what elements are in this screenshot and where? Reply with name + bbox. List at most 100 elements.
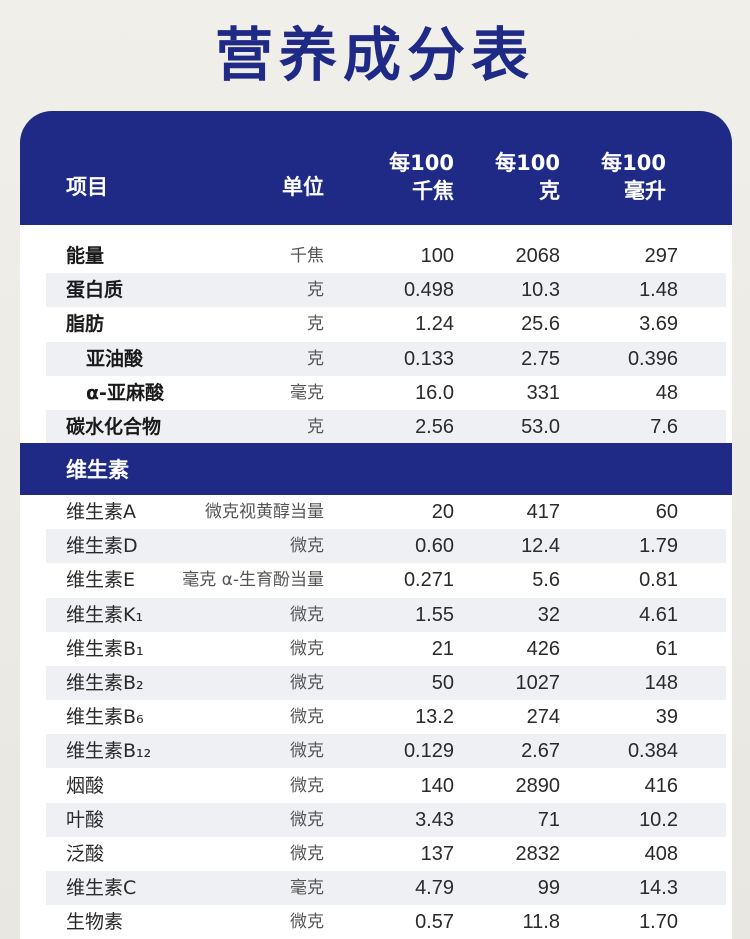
nutrient-name: 维生素C	[66, 877, 137, 900]
nutrient-name: 维生素D	[66, 535, 138, 558]
table-row: 蛋白质 克 0.498 10.3 1.48	[46, 273, 726, 308]
value-per-100g: 32	[537, 603, 560, 626]
value-per-100ml: 297	[644, 245, 678, 267]
value-per-100ml: 0.384	[627, 740, 678, 763]
header-per-100kj: 每100 千焦	[389, 151, 454, 203]
unit-cell: 微克	[290, 844, 324, 864]
value-per-100kj: 0.498	[403, 279, 454, 302]
header-item: 项目	[66, 175, 108, 199]
nutrient-name: 维生素B₆	[66, 706, 144, 729]
value-per-100g: 25.6	[521, 313, 560, 336]
value-per-100kj: 1.24	[415, 313, 454, 336]
nutrient-name: 烟酸	[66, 774, 105, 797]
value-per-100ml: 60	[655, 501, 678, 523]
value-per-100g: 2068	[515, 245, 561, 267]
value-per-100kj: 0.129	[403, 740, 454, 763]
nutrient-name: 叶酸	[66, 808, 105, 831]
value-per-100ml: 3.69	[639, 313, 678, 336]
unit-cell: 微克	[290, 912, 324, 933]
value-per-100kj: 1.55	[415, 603, 454, 626]
value-per-100ml: 4.61	[639, 603, 678, 626]
value-per-100kj: 2.56	[415, 416, 454, 438]
table-row: 生物素 微克 0.57 11.8 1.70	[46, 905, 726, 939]
header-per-100ml: 每100 毫升	[601, 151, 666, 203]
nutrition-table-card: 项目 单位 每100 千焦 每100 克 每100 毫升 能量 千焦 100 2068…	[20, 111, 732, 939]
value-per-100ml: 1.70	[639, 911, 678, 934]
section-title: 维生素	[66, 458, 129, 482]
value-per-100ml: 0.396	[627, 347, 678, 370]
unit-cell: 微克视黄醇当量	[205, 502, 324, 522]
unit-cell: 微克	[290, 673, 324, 693]
nutrient-name: 能量	[66, 245, 105, 267]
table-header: 项目 单位 每100 千焦 每100 克 每100 毫升	[20, 111, 732, 225]
table-row: α-亚麻酸 毫克 16.0 331 48	[46, 376, 726, 410]
table-row: 维生素B₁₂ 微克 0.129 2.67 0.384	[46, 734, 726, 769]
value-per-100ml: 408	[644, 843, 678, 865]
table-row: 泛酸 微克 137 2832 408	[46, 837, 726, 871]
value-per-100ml: 7.6	[650, 416, 678, 438]
unit-cell: 毫克	[290, 878, 324, 899]
nutrient-name: 维生素E	[66, 569, 136, 592]
value-per-100g: 1027	[515, 672, 561, 694]
nutrient-name: 蛋白质	[66, 279, 124, 302]
value-per-100ml: 0.81	[639, 569, 678, 592]
unit-cell: 微克	[290, 741, 324, 762]
value-per-100ml: 10.2	[639, 808, 678, 831]
nutrient-name: 碳水化合物	[66, 416, 162, 438]
table-row: 叶酸 微克 3.43 71 10.2	[46, 802, 726, 837]
value-per-100g: 331	[526, 381, 560, 404]
value-per-100kj: 0.271	[403, 569, 454, 592]
value-per-100kj: 140	[420, 774, 454, 797]
value-per-100ml: 1.48	[639, 279, 678, 302]
value-per-100kj: 100	[420, 245, 454, 267]
table-row: 维生素D 微克 0.60 12.4 1.79	[46, 529, 726, 564]
value-per-100kj: 3.43	[415, 808, 454, 831]
value-per-100kj: 0.133	[403, 347, 454, 370]
nutrient-name: 维生素B₁₂	[66, 740, 152, 763]
nutrient-name: 脂肪	[66, 313, 105, 336]
unit-cell: 毫克	[290, 382, 324, 403]
value-per-100ml: 148	[644, 672, 678, 694]
nutrient-name: 生物素	[66, 911, 124, 934]
unit-cell: 微克	[290, 604, 324, 625]
value-per-100g: 2832	[515, 843, 561, 865]
table-row: 维生素B₂ 微克 50 1027 148	[46, 666, 726, 700]
value-per-100g: 2.67	[521, 740, 560, 763]
nutrient-name: 维生素K₁	[66, 603, 144, 626]
nutrient-name: 维生素B₁	[66, 637, 144, 660]
table-row: 能量 千焦 100 2068 297	[46, 239, 726, 273]
value-per-100ml: 14.3	[639, 877, 678, 900]
value-per-100g: 426	[526, 637, 560, 660]
nutrient-name: 维生素A	[66, 501, 136, 523]
unit-cell: 微克	[290, 638, 324, 659]
section-bar-vitamins: 维生素	[20, 443, 732, 495]
value-per-100g: 11.8	[522, 911, 560, 934]
unit-cell: 克	[307, 314, 324, 335]
value-per-100kj: 16.0	[415, 381, 454, 404]
unit-cell: 微克	[290, 707, 324, 728]
table-row: 维生素E 毫克 α-生育酚当量 0.271 5.6 0.81	[46, 563, 726, 597]
nutrient-name: α-亚麻酸	[86, 381, 164, 404]
table-row: 烟酸 微克 140 2890 416	[46, 769, 726, 803]
value-per-100kj: 137	[420, 843, 454, 865]
value-per-100ml: 39	[655, 706, 678, 729]
value-per-100g: 99	[537, 877, 560, 900]
value-per-100g: 2.75	[521, 347, 560, 370]
value-per-100ml: 1.79	[639, 535, 678, 558]
value-per-100g: 53.0	[521, 416, 560, 438]
value-per-100g: 5.6	[532, 569, 560, 592]
nutrient-name: 亚油酸	[86, 347, 144, 370]
table-row: 维生素A 微克视黄醇当量 20 417 60	[46, 495, 726, 529]
table-row: 亚油酸 克 0.133 2.75 0.396	[46, 341, 726, 376]
table-row: 维生素C 毫克 4.79 99 14.3	[46, 871, 726, 906]
value-per-100g: 2890	[515, 774, 561, 797]
unit-cell: 克	[307, 348, 324, 369]
page-title: 营养成分表	[214, 21, 535, 89]
value-per-100ml: 61	[655, 637, 678, 660]
value-per-100g: 10.3	[521, 279, 560, 302]
table-row: 碳水化合物 克 2.56 53.0 7.6	[46, 410, 726, 444]
unit-cell: 克	[307, 417, 324, 437]
unit-cell: 微克	[290, 775, 324, 796]
value-per-100ml: 48	[655, 381, 678, 404]
value-per-100kj: 20	[431, 501, 454, 523]
